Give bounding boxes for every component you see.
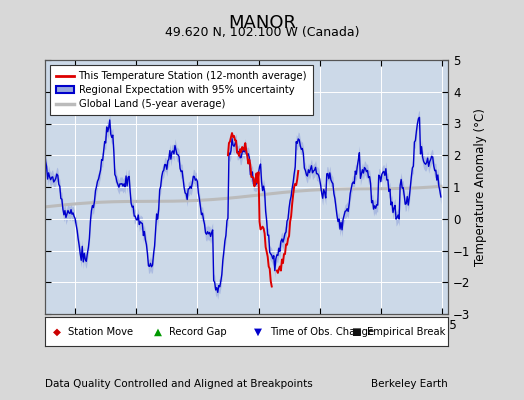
Text: ▲: ▲ — [154, 326, 161, 336]
Text: Data Quality Controlled and Aligned at Breakpoints: Data Quality Controlled and Aligned at B… — [45, 379, 312, 389]
Y-axis label: Temperature Anomaly (°C): Temperature Anomaly (°C) — [474, 108, 487, 266]
Text: 49.620 N, 102.100 W (Canada): 49.620 N, 102.100 W (Canada) — [165, 26, 359, 39]
Text: ■: ■ — [351, 326, 361, 336]
Text: Empirical Break: Empirical Break — [366, 326, 445, 336]
Legend: This Temperature Station (12-month average), Regional Expectation with 95% uncer: This Temperature Station (12-month avera… — [50, 65, 313, 115]
Text: ▼: ▼ — [254, 326, 263, 336]
Text: Time of Obs. Change: Time of Obs. Change — [270, 326, 374, 336]
Text: Station Move: Station Move — [68, 326, 133, 336]
Text: Berkeley Earth: Berkeley Earth — [372, 379, 448, 389]
Text: MANOR: MANOR — [228, 14, 296, 32]
Text: Record Gap: Record Gap — [169, 326, 226, 336]
Text: ◆: ◆ — [52, 326, 61, 336]
